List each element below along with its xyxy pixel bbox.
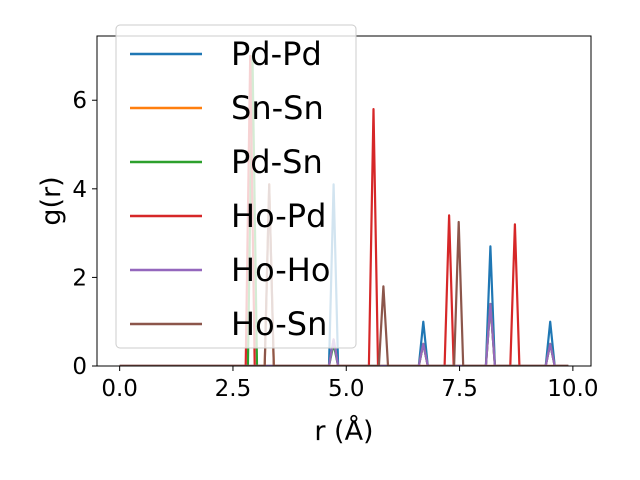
x-tick-label: 5.0 [328,376,365,402]
legend-entries: Pd-Pd Sn-Sn Pd-Sn Ho-Pd Ho-Ho Ho-Sn [130,35,330,343]
x-tick-label: 10.0 [547,376,598,402]
y-tick-label: 6 [72,88,87,114]
y-tick-label: 2 [72,265,87,291]
x-tick-label: 0.0 [101,376,138,402]
x-axis-label: r (Å) [314,415,373,447]
x-tick-label: 7.5 [441,376,478,402]
y-axis-label: g(r) [36,176,67,225]
x-tick-label: 2.5 [215,376,252,402]
legend-label: Pd-Sn [231,143,323,181]
legend-label: Ho-Ho [231,251,330,289]
legend: Pd-Pd Sn-Sn Pd-Sn Ho-Pd Ho-Ho Ho-Sn [115,24,357,349]
legend-box [115,24,357,349]
ticks-layer: 0.0 2.5 5.0 7.5 10.0 0 2 4 6 [72,88,598,402]
y-tick-label: 4 [72,177,87,203]
legend-label: Ho-Pd [231,197,326,235]
legend-label: Ho-Sn [231,305,327,343]
legend-label: Sn-Sn [231,89,324,127]
legend-label: Pd-Pd [231,35,322,73]
y-tick-label: 0 [72,354,87,380]
